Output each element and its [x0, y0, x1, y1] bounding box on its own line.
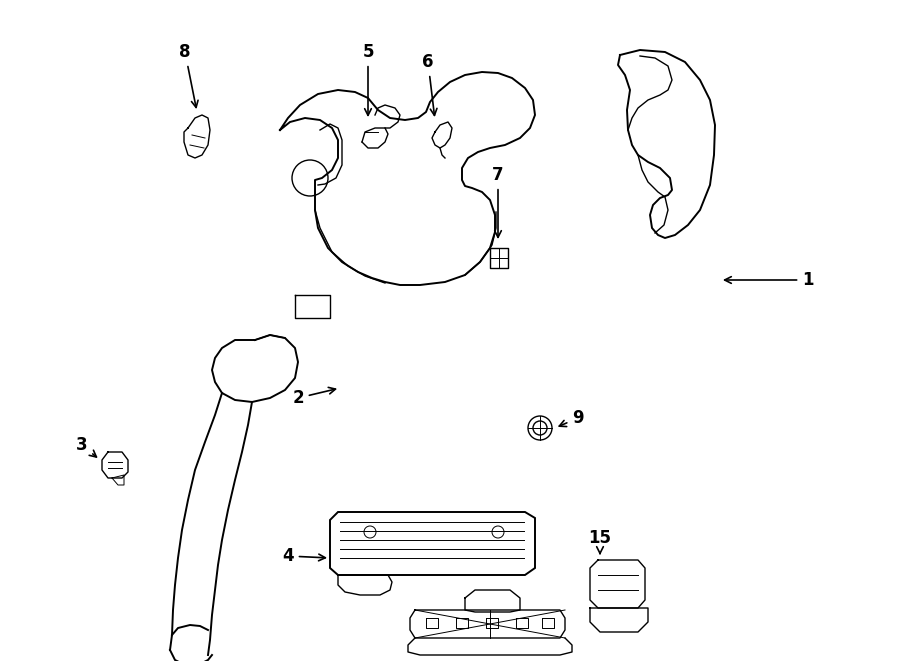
Text: 1: 1 — [724, 271, 814, 289]
Text: 5: 5 — [362, 43, 374, 116]
Text: 6: 6 — [422, 53, 437, 116]
Text: 8: 8 — [179, 43, 198, 108]
Text: 7: 7 — [492, 166, 504, 237]
Text: 15: 15 — [589, 529, 611, 553]
Text: 3: 3 — [76, 436, 96, 457]
Text: 9: 9 — [559, 409, 584, 427]
Polygon shape — [330, 512, 535, 575]
Text: 4: 4 — [283, 547, 326, 565]
Text: 2: 2 — [292, 387, 336, 407]
